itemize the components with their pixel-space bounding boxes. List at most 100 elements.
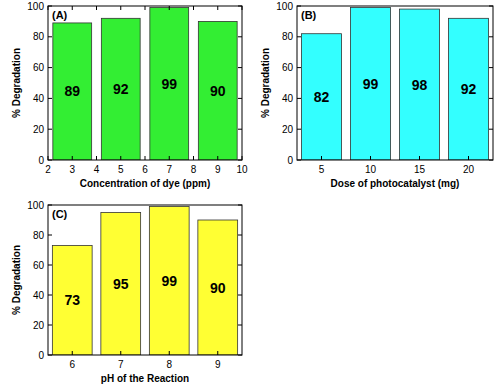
data-label: 73	[64, 292, 80, 308]
x-tick-label: 15	[414, 164, 426, 175]
y-axis-label: % Degradation	[11, 245, 22, 315]
y-tick	[489, 6, 493, 7]
x-tick-label: 8	[166, 359, 172, 370]
y-tick-label: 20	[33, 124, 45, 135]
y-tick	[48, 6, 52, 7]
x-tick	[217, 351, 218, 355]
y-tick	[238, 295, 242, 296]
x-tick-label: 8	[191, 164, 197, 175]
x-tick	[72, 351, 73, 355]
x-tick	[169, 6, 170, 10]
y-tick-label: 60	[282, 62, 294, 73]
x-tick	[169, 156, 170, 160]
y-tick-label: 0	[287, 155, 293, 166]
y-tick	[238, 235, 242, 236]
y-tick	[238, 265, 242, 266]
data-label: 89	[64, 83, 80, 99]
bar	[198, 21, 237, 160]
bar	[52, 246, 92, 356]
data-label: 92	[461, 81, 477, 97]
x-tick-label: 6	[69, 359, 75, 370]
bar	[149, 207, 189, 356]
y-tick-label: 20	[282, 124, 294, 135]
x-tick	[120, 156, 121, 160]
bars	[301, 8, 488, 160]
y-tick	[48, 265, 52, 266]
x-tick	[96, 156, 97, 160]
x-tick-label: 2	[45, 164, 51, 175]
data-label: 99	[161, 76, 177, 92]
data-label: 90	[210, 83, 226, 99]
x-tick	[242, 156, 243, 160]
data-label: 99	[363, 76, 379, 92]
y-tick	[238, 355, 242, 356]
y-tick-label: 0	[38, 155, 44, 166]
x-tick-label: 10	[365, 164, 377, 175]
y-tick-label: 40	[33, 93, 45, 104]
y-tick	[297, 98, 301, 99]
panel: 020406080100234567891089929990Concentrat…	[11, 1, 248, 190]
x-tick	[72, 156, 73, 160]
x-tick-label: 3	[69, 164, 75, 175]
y-tick	[489, 36, 493, 37]
x-tick	[193, 156, 194, 160]
x-tick	[217, 156, 218, 160]
panel: 020406080100678973959990pH of the Reacti…	[11, 200, 242, 385]
bars	[53, 8, 237, 160]
panel-title: (C)	[52, 208, 68, 220]
y-tick	[238, 205, 242, 206]
bar	[448, 18, 488, 160]
x-tick	[242, 6, 243, 10]
x-tick	[96, 6, 97, 10]
y-tick	[48, 67, 52, 68]
y-tick-label: 40	[282, 93, 294, 104]
x-tick	[145, 156, 146, 160]
x-tick	[370, 156, 371, 160]
x-tick-label: 5	[118, 164, 124, 175]
y-tick	[48, 129, 52, 130]
y-tick	[297, 160, 301, 161]
data-label: 90	[210, 280, 226, 296]
x-tick-label: 7	[166, 164, 172, 175]
bar	[399, 9, 439, 160]
x-axis-label: pH of the Reaction	[101, 373, 189, 384]
data-label: 92	[113, 81, 129, 97]
y-tick	[297, 36, 301, 37]
y-tick	[48, 160, 52, 161]
x-tick-label: 6	[142, 164, 148, 175]
y-tick	[48, 98, 52, 99]
y-tick-label: 80	[282, 31, 294, 42]
y-tick	[48, 325, 52, 326]
y-tick-label: 80	[33, 230, 45, 241]
y-tick	[48, 205, 52, 206]
x-tick-label: 4	[94, 164, 100, 175]
y-tick	[238, 98, 242, 99]
y-tick	[238, 36, 242, 37]
x-axis-label: Concentration of dye (ppm)	[80, 178, 211, 189]
y-tick-label: 100	[276, 1, 293, 12]
x-tick-label: 5	[319, 164, 325, 175]
y-tick	[238, 160, 242, 161]
y-tick-label: 100	[27, 200, 44, 211]
y-tick	[489, 98, 493, 99]
plot-frame	[297, 6, 493, 160]
bars	[52, 207, 237, 356]
y-tick	[297, 129, 301, 130]
plot-frame	[48, 6, 242, 160]
panel: 020406080100510152082999892Dose of photo…	[260, 1, 493, 190]
x-tick-label: 20	[463, 164, 475, 175]
y-axis-label: % Degradation	[11, 48, 22, 118]
data-label: 95	[113, 276, 129, 292]
data-label: 82	[314, 89, 330, 105]
y-tick-label: 60	[33, 260, 45, 271]
bar	[150, 8, 189, 160]
y-tick	[238, 325, 242, 326]
x-tick	[120, 351, 121, 355]
plot-frame	[48, 205, 242, 355]
x-tick	[48, 156, 49, 160]
bar	[301, 34, 341, 160]
bar	[101, 18, 140, 160]
x-tick-label: 9	[215, 164, 221, 175]
x-tick	[169, 351, 170, 355]
y-tick	[238, 129, 242, 130]
